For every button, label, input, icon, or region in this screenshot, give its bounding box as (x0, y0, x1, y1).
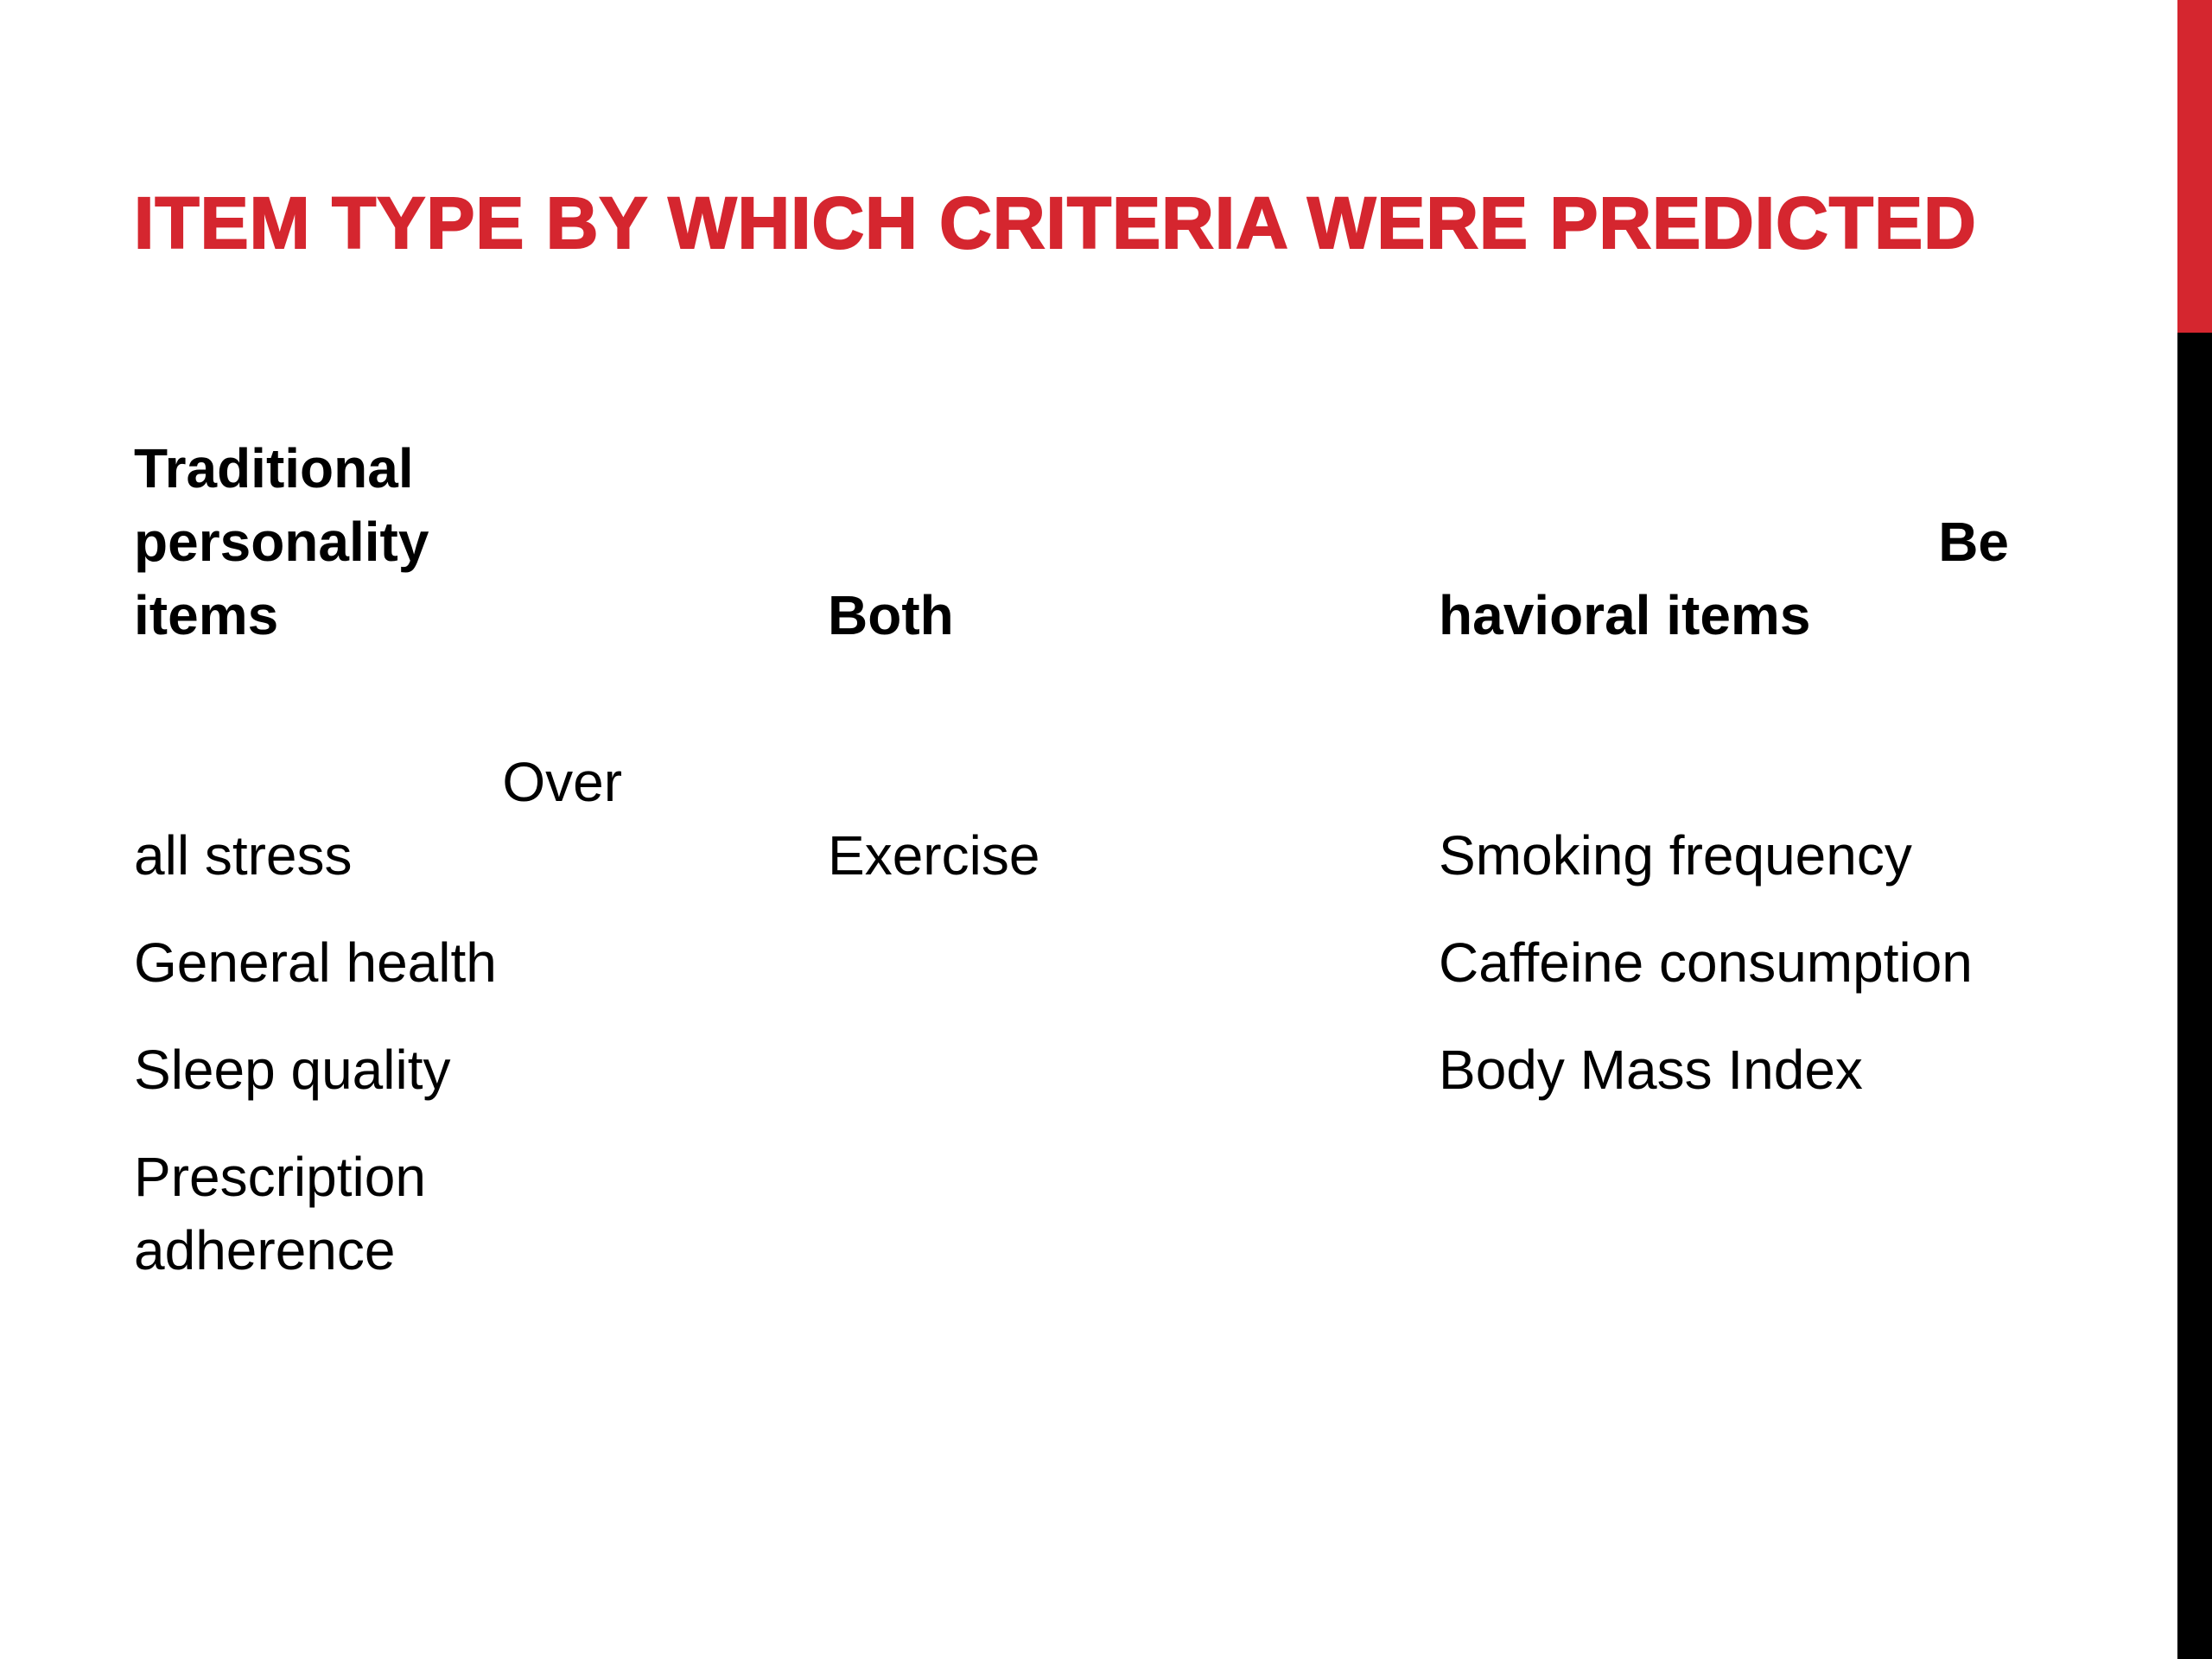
list-item: General health (134, 926, 670, 1000)
list-item-line: Body Mass Index (1439, 1039, 1863, 1101)
list-item-line: Caffeine consumption (1439, 931, 1973, 994)
column-header: Traditional personality items (134, 436, 670, 652)
list-item-line (828, 746, 1363, 819)
list-item: Over all stress (134, 746, 670, 893)
column-header: Be havioral items (1439, 436, 2044, 652)
side-accent-bar-red (2177, 0, 2212, 333)
list-item-line: General health (134, 931, 497, 994)
column-header-line: Be (1938, 511, 2009, 573)
list-item-line: Smoking frequency (1439, 824, 1912, 887)
column-header-line: havioral items (1439, 584, 1811, 646)
column-header-line: items (134, 584, 279, 646)
column-header-line: Traditional (134, 437, 414, 499)
list-item-line: Exercise (828, 824, 1040, 887)
column-header: Both (828, 436, 1363, 652)
column-both: Both Exercise (828, 436, 1363, 926)
column-item-list: Exercise (828, 746, 1363, 893)
column-item-list: Smoking frequency Caffeine consumption B… (1439, 746, 2044, 1107)
list-item-line (1439, 746, 2044, 819)
list-item: Sleep quality (134, 1033, 670, 1107)
list-item: Exercise (828, 746, 1363, 893)
column-item-list: Over all stress General health Sleep qua… (134, 746, 670, 1287)
column-header-line: Both (828, 584, 954, 646)
column-traditional-personality-items: Traditional personality items Over all s… (134, 436, 670, 1321)
list-item: Body Mass Index (1439, 1033, 2044, 1107)
list-item: Smoking frequency (1439, 746, 2044, 893)
list-item-line: all stress (134, 824, 353, 887)
list-item-line: Prescription (134, 1146, 426, 1208)
list-item: Prescription adherence (134, 1141, 670, 1287)
side-accent-bar (2177, 0, 2212, 1659)
list-item: Caffeine consumption (1439, 926, 2044, 1000)
column-behavioral-items: Be havioral items Smoking frequency Caff… (1439, 436, 2044, 1141)
list-item-line: Sleep quality (134, 1039, 451, 1101)
column-header-line: personality (134, 511, 429, 573)
list-item-line: adherence (134, 1219, 396, 1281)
slide-title: Item type by which criteria were predict… (133, 181, 1977, 264)
list-item-line: Over (502, 751, 622, 813)
